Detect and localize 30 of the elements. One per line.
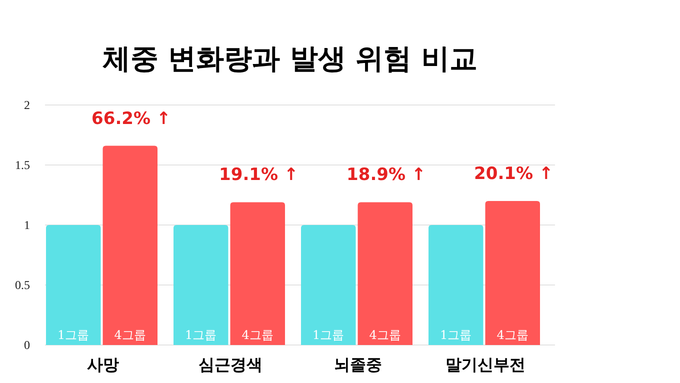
bar	[174, 225, 228, 345]
y-tick-label: 2	[24, 98, 30, 112]
text: 1그룹	[440, 328, 472, 342]
x-tick-label: 말기신부전	[445, 355, 526, 374]
y-tick-label: 0.5	[15, 278, 30, 292]
annotation: 18.9% ↑	[346, 165, 426, 186]
y-tick-label: 1	[24, 218, 30, 232]
bar	[428, 225, 484, 345]
text: 1그룹	[185, 328, 217, 342]
bar	[46, 225, 101, 345]
annotation: 66.2% ↑	[92, 108, 171, 129]
bar	[102, 146, 158, 345]
text: 4그룹	[242, 328, 274, 342]
series-label: 4그룹	[114, 328, 146, 342]
bar	[358, 202, 412, 345]
series-label: 1그룹	[58, 328, 90, 342]
x-tick-label: 심근경색	[198, 355, 262, 374]
x-tick-label: 뇌졸중	[334, 355, 382, 374]
text: 1그룹	[312, 328, 344, 342]
chart-title: 체중 변화량과 발생 위험 비교	[102, 42, 478, 75]
text: 4그룹	[369, 328, 401, 342]
bar	[230, 202, 285, 345]
annotation: 19.1% ↑	[219, 165, 298, 186]
y-tick-label: 0	[24, 338, 30, 352]
text: 4그룹	[496, 328, 528, 342]
x-tick-label: 사망	[86, 355, 119, 374]
bar	[485, 201, 540, 345]
y-tick-label: 1.5	[15, 158, 30, 172]
bar	[301, 225, 356, 345]
annotation: 20.1% ↑	[474, 164, 554, 184]
